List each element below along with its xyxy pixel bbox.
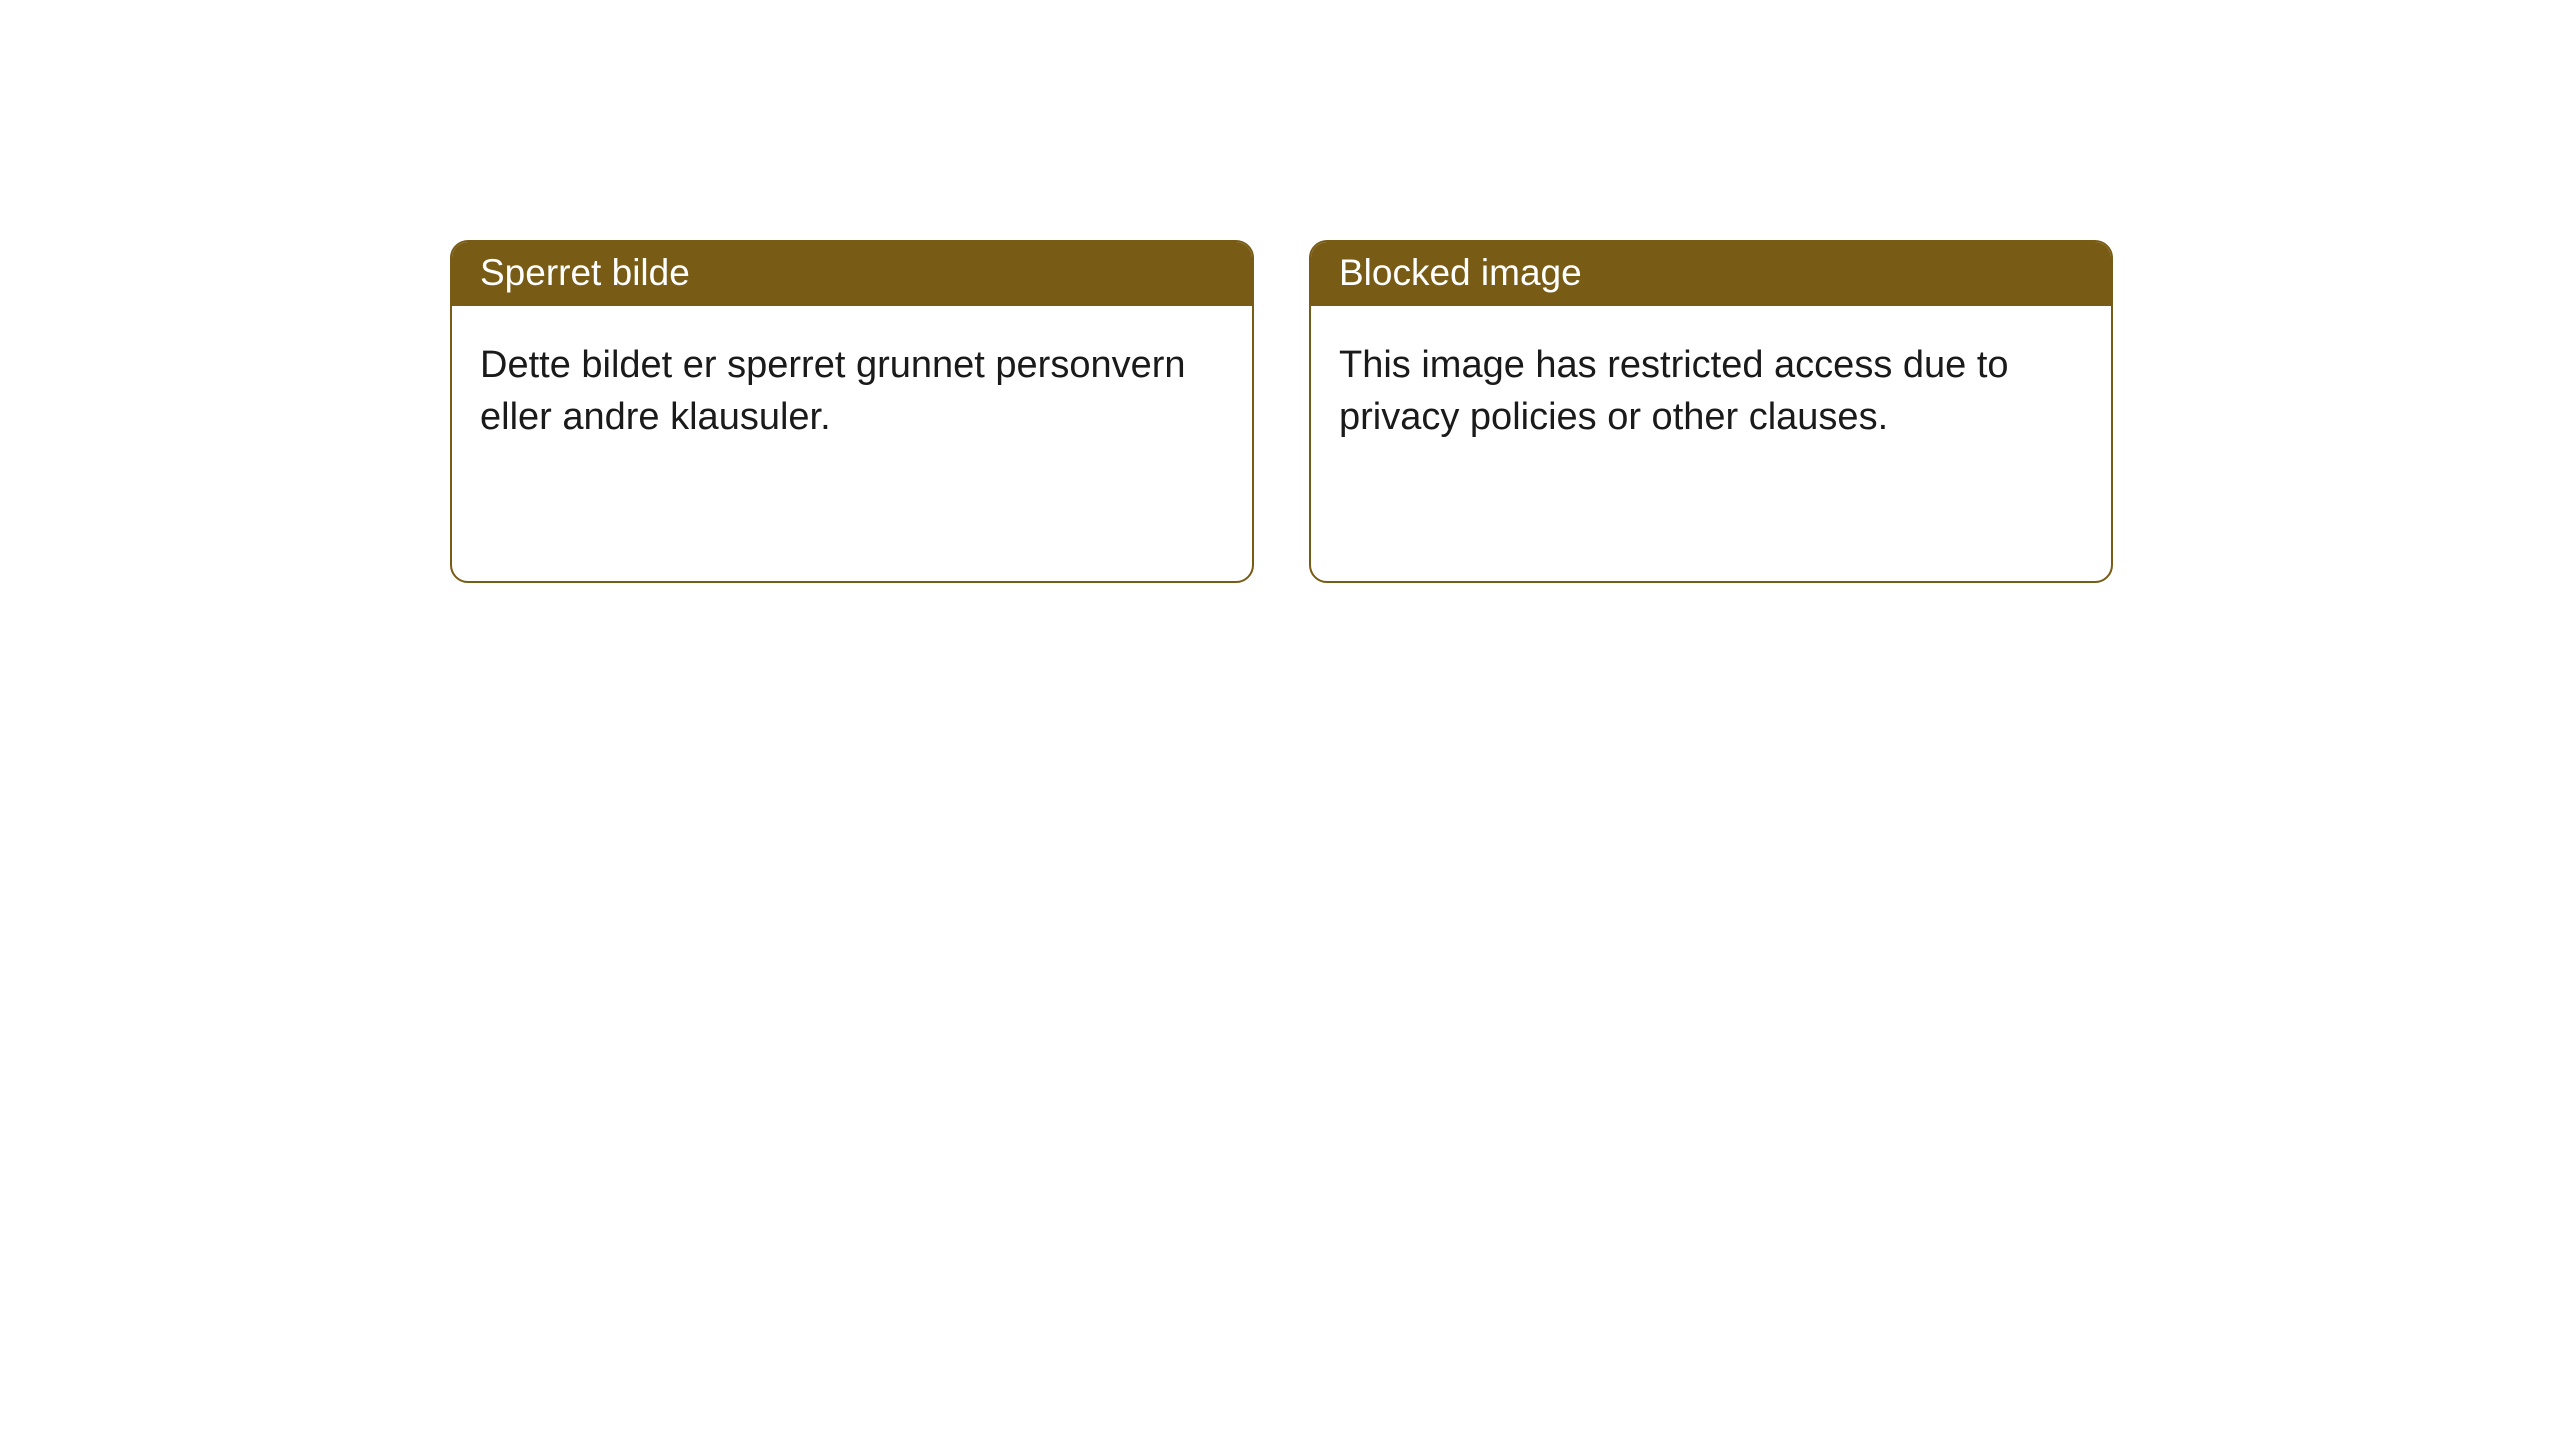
notice-body: This image has restricted access due to … bbox=[1311, 306, 2111, 581]
notice-container: Sperret bilde Dette bildet er sperret gr… bbox=[0, 0, 2560, 583]
notice-title: Sperret bilde bbox=[452, 242, 1252, 306]
notice-card-english: Blocked image This image has restricted … bbox=[1309, 240, 2113, 583]
notice-body: Dette bildet er sperret grunnet personve… bbox=[452, 306, 1252, 581]
notice-card-norwegian: Sperret bilde Dette bildet er sperret gr… bbox=[450, 240, 1254, 583]
notice-title: Blocked image bbox=[1311, 242, 2111, 306]
